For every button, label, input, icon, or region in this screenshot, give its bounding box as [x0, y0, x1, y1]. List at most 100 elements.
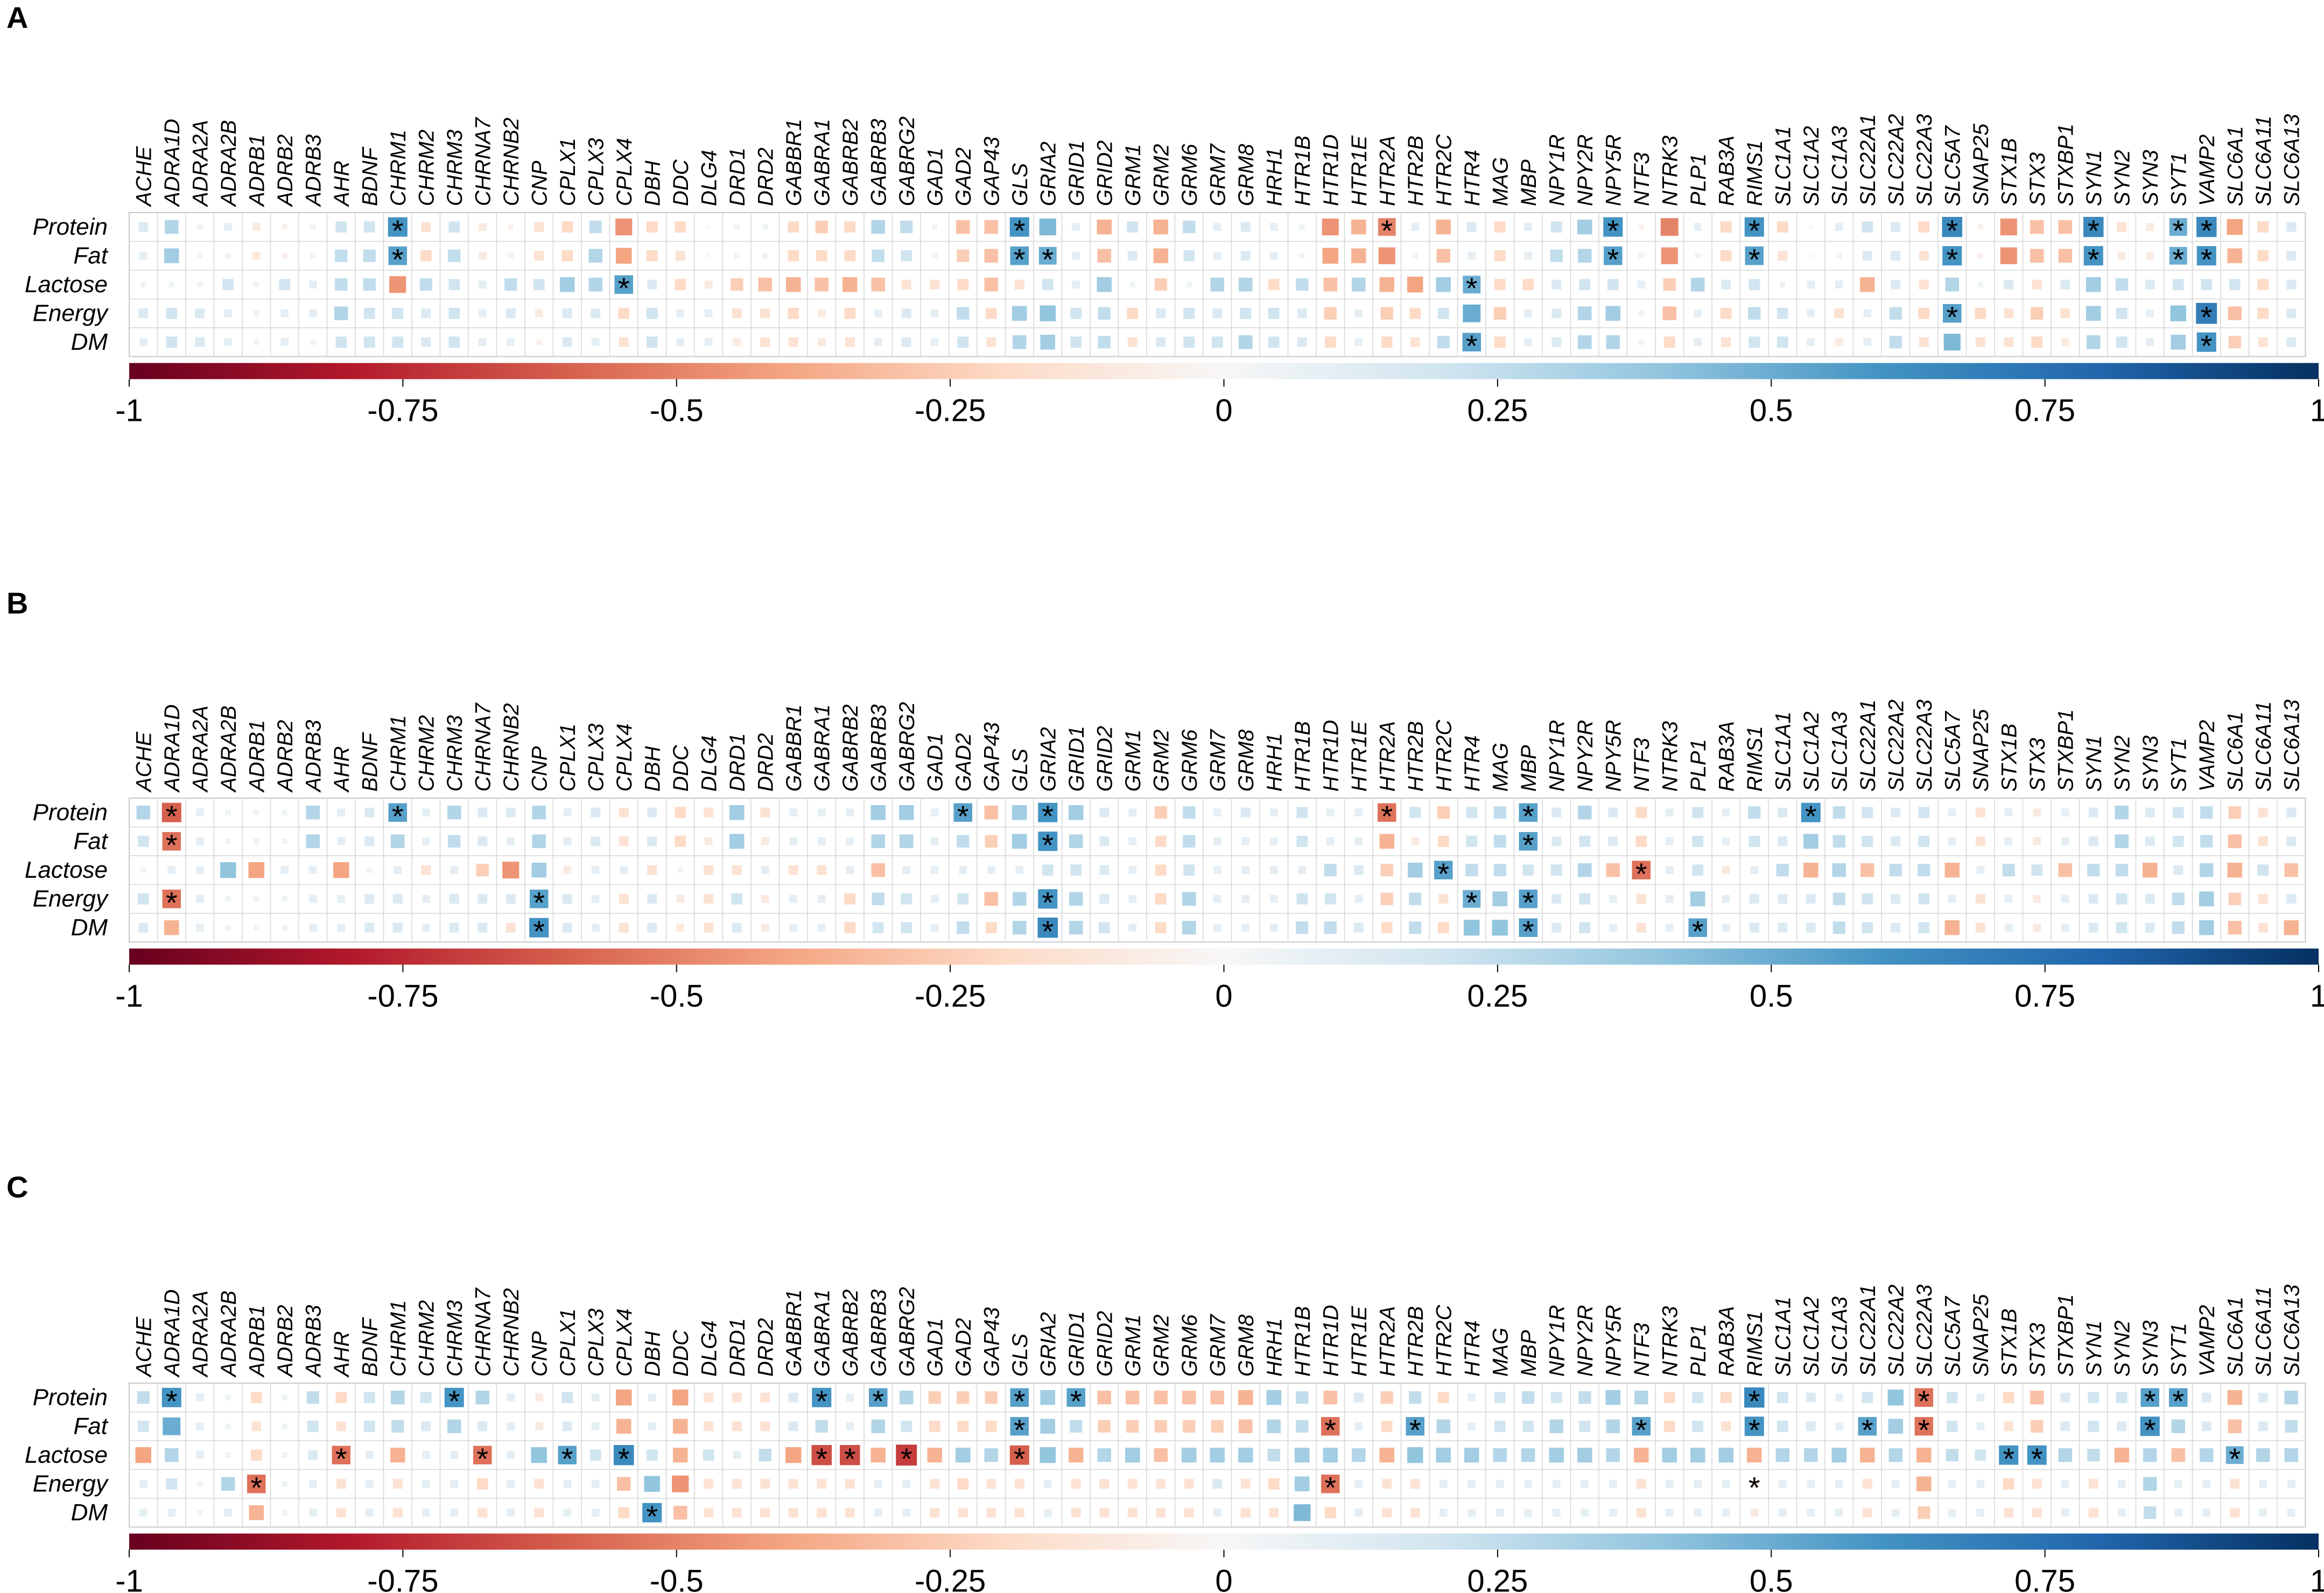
heatmap-cell: [616, 248, 632, 264]
heatmap-cell: [591, 924, 600, 932]
significance-star: *: [1042, 885, 1054, 919]
heatmap-cell: [562, 337, 572, 347]
heatmap-cell: [1831, 1447, 1847, 1463]
heatmap-cell: [478, 280, 487, 289]
heatmap-cell: [1550, 221, 1562, 233]
gene-label: CNP: [528, 1331, 551, 1377]
heatmap-cell: [422, 1509, 430, 1517]
heatmap-cell: [758, 278, 772, 292]
heatmap-cell: [2143, 1448, 2157, 1462]
heatmap-cell: [957, 1391, 970, 1404]
heatmap-cell: [1579, 835, 1591, 847]
heatmap-cell: [1268, 307, 1280, 319]
gene-label: ADRB3: [301, 1305, 325, 1378]
heatmap-cell: [901, 1420, 912, 1432]
heatmap-cell: [1324, 921, 1337, 934]
heatmap-cell: [1721, 1421, 1731, 1432]
heatmap-cell: [1862, 251, 1872, 261]
heatmap-cell: [1299, 224, 1305, 230]
heatmap-cell: [1099, 1479, 1110, 1489]
heatmap-cell: [1495, 1479, 1504, 1488]
heatmap-cell: [165, 1448, 179, 1462]
heatmap-cell: [1721, 279, 1731, 290]
heatmap-cell: [1097, 219, 1112, 235]
heatmap-cell: [1578, 249, 1592, 263]
heatmap-cell: [1072, 223, 1080, 231]
gene-label: GAD1: [923, 733, 947, 792]
heatmap-cell: [675, 807, 686, 819]
gene-label: NTRK3: [1658, 1306, 1682, 1377]
heatmap-cell: [195, 1422, 204, 1430]
heatmap-cell: [785, 277, 801, 292]
heatmap-cell: [1694, 338, 1702, 347]
heatmap-cell: [1862, 835, 1873, 847]
gene-label: GRM8: [1234, 1314, 1258, 1377]
heatmap-cell: [166, 307, 178, 319]
colorbar: [129, 1533, 2319, 1550]
heatmap-cell: [450, 1451, 459, 1460]
gene-label: SNAP25: [1969, 709, 1993, 792]
heatmap-cell: [1976, 1509, 1985, 1517]
colorbar-tick-label: -0.5: [650, 979, 704, 1014]
heatmap-cell: [1466, 222, 1477, 232]
gene-label: NTRK3: [1658, 721, 1682, 792]
heatmap-cell: [1578, 1391, 1591, 1404]
heatmap-cell: [195, 1451, 204, 1460]
gene-label: CHRM3: [443, 715, 467, 792]
heatmap-cell: [1154, 806, 1167, 819]
heatmap-cell: [162, 832, 181, 851]
heatmap-cell: [336, 1507, 346, 1518]
heatmap-cell: [1692, 864, 1704, 876]
significance-star: *: [2144, 1384, 2156, 1418]
heatmap-cell: [1296, 893, 1308, 905]
heatmap-cell: [957, 921, 970, 934]
heatmap-cell: [1294, 1447, 1310, 1463]
heatmap-cell: [872, 249, 884, 262]
heatmap-cell: [1493, 835, 1506, 848]
heatmap-cell: [2230, 1479, 2240, 1489]
heatmap-cell: [1184, 1507, 1194, 1518]
gene-label: SLC1A1: [1771, 711, 1795, 792]
heatmap-cell: [2287, 1509, 2295, 1517]
heatmap-cell: [531, 862, 547, 878]
gene-label: ADRB1: [245, 1305, 269, 1378]
trait-label: Lactose: [25, 1442, 108, 1468]
heatmap-cell: [930, 894, 939, 903]
gene-label: NPY2R: [1574, 135, 1597, 206]
heatmap-cell: [1862, 922, 1873, 934]
heatmap-cell: [1097, 1448, 1111, 1462]
gene-label: STXBP1: [2054, 709, 2077, 792]
significance-star: *: [476, 1442, 488, 1476]
gene-label: ACHE: [132, 731, 156, 793]
heatmap-cell: [1354, 808, 1363, 817]
heatmap-cell: [139, 338, 148, 347]
heatmap-cell: [308, 924, 317, 932]
heatmap-cell: [1603, 217, 1623, 237]
heatmap-cell: [2061, 808, 2069, 817]
gene-label: MBP: [1517, 745, 1541, 792]
heatmap-cell: [1213, 924, 1221, 932]
heatmap-cell: [388, 803, 407, 822]
heatmap-cell: [2033, 894, 2041, 903]
heatmap-cell: [563, 866, 572, 875]
heatmap-cell: [561, 250, 573, 262]
heatmap-cell: [846, 866, 854, 875]
gene-label: HTR1B: [1291, 1306, 1315, 1377]
gene-label: GABRB3: [867, 704, 890, 792]
heatmap-cell: [1038, 802, 1058, 822]
heatmap-cell: [984, 806, 998, 820]
heatmap-cell: [563, 837, 572, 845]
heatmap-cell: [1436, 277, 1451, 292]
heatmap-cell: [1182, 1391, 1196, 1405]
significance-star: *: [392, 242, 404, 276]
heatmap-cell: [1522, 1391, 1535, 1404]
heatmap-cell: [1634, 1391, 1648, 1405]
heatmap-cell: [1380, 892, 1393, 905]
heatmap-cell: [1519, 803, 1537, 822]
heatmap-cell: [1808, 253, 1813, 258]
heatmap-cell: [591, 308, 601, 319]
heatmap-cell: [704, 1479, 714, 1489]
heatmap-cell: [392, 922, 403, 933]
gene-label: ADRA2A: [188, 706, 212, 793]
gene-label: CHRM2: [415, 130, 438, 206]
